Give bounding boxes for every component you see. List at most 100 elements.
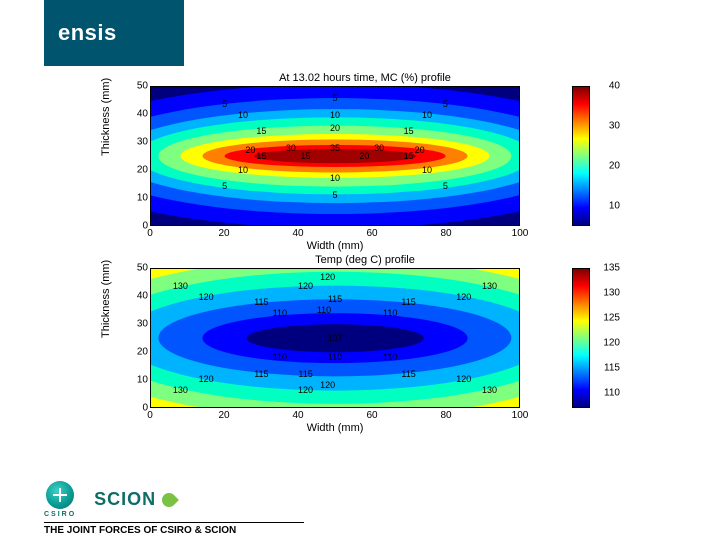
plot1-xlabel: Width (mm) [150, 240, 520, 252]
contour-label: 5 [443, 99, 448, 109]
contour-label: 20 [330, 123, 340, 133]
contour-label: 115 [401, 369, 415, 379]
colorbar-tick: 40 [609, 81, 620, 92]
y-tick: 10 [137, 375, 148, 386]
contour-label: 5 [222, 181, 227, 191]
colorbar-tick: 120 [603, 338, 620, 349]
x-tick: 60 [366, 410, 377, 421]
brand-name: ensis [58, 20, 117, 46]
contour-label: 20 [245, 145, 255, 155]
x-tick: 80 [440, 410, 451, 421]
csiro-logo: CSIRO [44, 481, 76, 518]
contour-label: 10 [238, 165, 248, 175]
x-tick: 40 [292, 228, 303, 239]
x-tick: 20 [218, 228, 229, 239]
contour-label: 120 [199, 374, 214, 384]
contour-label: 5 [222, 99, 227, 109]
csiro-orb-icon [46, 481, 74, 509]
contour-label: 15 [404, 126, 414, 136]
csiro-text: CSIRO [44, 511, 76, 518]
plot2-yticks: 01020304050 [128, 268, 148, 408]
contour-label: 110 [383, 308, 397, 318]
plot-mc: At 13.02 hours time, MC (%) profile Thic… [110, 72, 620, 254]
page: ensis At 13.02 hours time, MC (%) profil… [0, 0, 720, 540]
contour-label: 120 [298, 281, 313, 291]
plot1-ylabel: Thickness (mm) [100, 78, 112, 156]
x-tick: 20 [218, 410, 229, 421]
contour-label: 107 [327, 333, 342, 343]
contour-label: 5 [443, 181, 448, 191]
colorbar-tick: 110 [604, 388, 620, 399]
contour-label: 120 [456, 292, 471, 302]
plot2-canvas: 1301301301301201201201201201201201201151… [150, 268, 520, 408]
chart-area: At 13.02 hours time, MC (%) profile Thic… [110, 72, 620, 472]
y-tick: 40 [137, 109, 148, 120]
plot2-row: Thickness (mm) 01020304050 1301301301301… [110, 268, 620, 436]
contour-label: 10 [422, 165, 432, 175]
y-tick: 30 [137, 319, 148, 330]
contour-label: 115 [298, 369, 312, 379]
contour-label: 130 [173, 385, 188, 395]
contour-label: 110 [383, 352, 397, 362]
y-tick: 10 [137, 193, 148, 204]
footer: CSIRO SCION THE JOINT FORCES OF CSIRO & … [44, 481, 304, 536]
contour-label: 115 [254, 369, 268, 379]
colorbar-tick: 10 [609, 201, 620, 212]
plot1-colorbar-labels: 10203040 [594, 86, 620, 226]
contour-label: 120 [456, 374, 471, 384]
footer-logos: CSIRO SCION [44, 481, 304, 518]
x-tick: 100 [512, 228, 529, 239]
contour-label: 15 [301, 151, 311, 161]
contour-label: 115 [401, 297, 415, 307]
contour-label: 110 [328, 352, 342, 362]
x-tick: 80 [440, 228, 451, 239]
contour-label: 120 [320, 380, 335, 390]
contour-label: 5 [332, 190, 337, 200]
contour-label: 30 [374, 143, 384, 153]
y-tick: 50 [137, 263, 148, 274]
plot2-colorbar [572, 268, 590, 408]
contour-label: 130 [482, 281, 497, 291]
plot2-xlabel: Width (mm) [150, 422, 520, 434]
contour-label: 15 [256, 126, 266, 136]
colorbar-tick: 115 [604, 363, 620, 374]
colorbar-tick: 125 [603, 313, 620, 324]
contour-label: 110 [317, 305, 331, 315]
scion-logo: SCION [94, 489, 176, 510]
contour-label: 115 [254, 297, 268, 307]
x-tick: 100 [512, 410, 529, 421]
scion-leaf-icon [159, 490, 179, 510]
contour-label: 120 [298, 385, 313, 395]
brand-block: ensis [44, 0, 184, 66]
contour-label: 115 [328, 294, 342, 304]
plot1-colorbar [572, 86, 590, 226]
x-tick: 40 [292, 410, 303, 421]
plot2-ylabel: Thickness (mm) [100, 260, 112, 338]
contour-label: 110 [273, 352, 287, 362]
plot1-title: At 13.02 hours time, MC (%) profile [110, 72, 620, 84]
contour-label: 15 [404, 151, 414, 161]
colorbar-tick: 135 [603, 263, 620, 274]
colorbar-tick: 30 [609, 121, 620, 132]
plot2-title: Temp (deg C) profile [110, 254, 620, 266]
contour-label: 10 [330, 110, 340, 120]
contour-label: 35 [330, 143, 340, 153]
contour-label: 20 [359, 151, 369, 161]
contour-label: 10 [422, 110, 432, 120]
y-tick: 40 [137, 291, 148, 302]
contour-label: 10 [238, 110, 248, 120]
y-tick: 30 [137, 137, 148, 148]
colorbar-tick: 130 [603, 288, 620, 299]
colorbar-tick: 20 [609, 161, 620, 172]
plot1-row: Thickness (mm) 01020304050 5551010101515… [110, 86, 620, 254]
x-tick: 0 [147, 228, 153, 239]
contour-label: 15 [256, 151, 266, 161]
y-tick: 20 [137, 347, 148, 358]
contour-label: 5 [332, 93, 337, 103]
contour-label: 110 [273, 308, 287, 318]
contour-label: 10 [330, 173, 340, 183]
x-tick: 0 [147, 410, 153, 421]
x-tick: 60 [366, 228, 377, 239]
plot1-yticks: 01020304050 [128, 86, 148, 226]
contour-label: 20 [415, 145, 425, 155]
